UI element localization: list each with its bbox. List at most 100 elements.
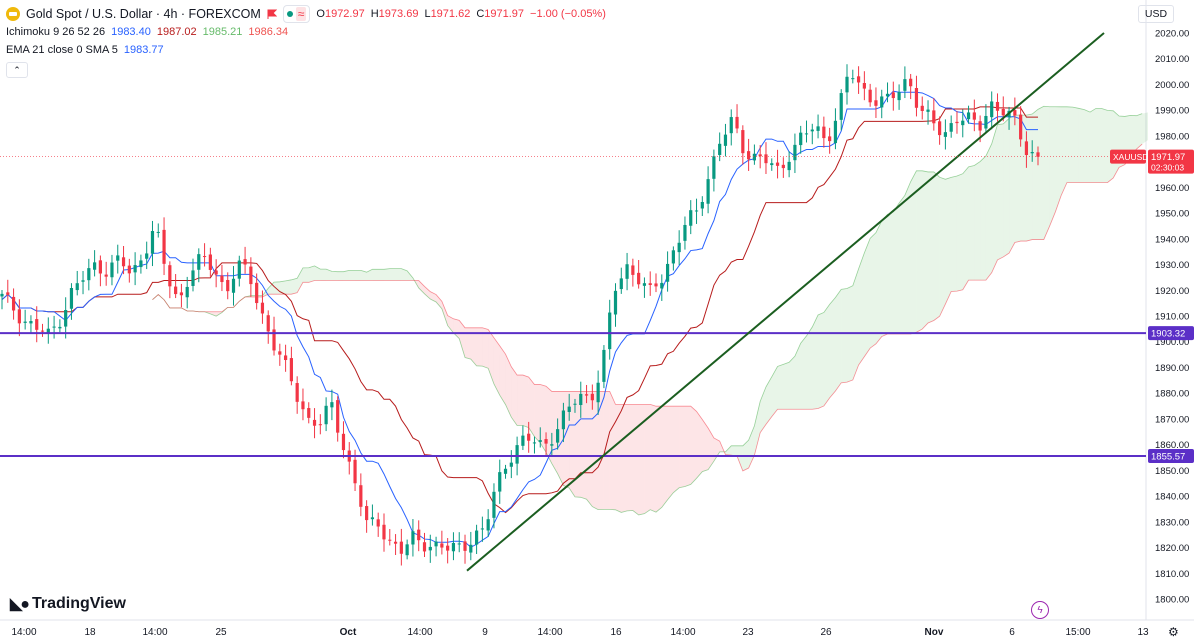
- candle-body[interactable]: [498, 472, 502, 492]
- candle-body[interactable]: [278, 351, 282, 355]
- candle-body[interactable]: [544, 439, 548, 444]
- candle-body[interactable]: [764, 154, 768, 164]
- candle-body[interactable]: [179, 292, 184, 296]
- candle-body[interactable]: [376, 519, 380, 527]
- ema-legend[interactable]: EMA 21 close 0 SMA 5 1983.77: [6, 44, 164, 56]
- flag-icon[interactable]: [267, 9, 277, 19]
- candle-body[interactable]: [671, 250, 675, 264]
- candle-body[interactable]: [272, 329, 276, 351]
- candle-body[interactable]: [567, 406, 571, 412]
- candle-body[interactable]: [885, 93, 890, 97]
- candle-body[interactable]: [590, 393, 594, 401]
- candle-body[interactable]: [98, 260, 102, 274]
- candle-body[interactable]: [168, 265, 172, 287]
- candle-body[interactable]: [723, 134, 728, 146]
- candle-body[interactable]: [422, 542, 427, 552]
- candle-body[interactable]: [208, 254, 212, 270]
- candle-body[interactable]: [550, 444, 554, 446]
- candle-body[interactable]: [139, 260, 143, 268]
- candle-body[interactable]: [52, 326, 56, 328]
- candle-body[interactable]: [121, 257, 126, 267]
- candle-body[interactable]: [174, 286, 178, 295]
- candle-body[interactable]: [955, 121, 959, 124]
- candle-body[interactable]: [428, 546, 432, 551]
- candle-body[interactable]: [868, 89, 872, 103]
- candle-body[interactable]: [984, 115, 988, 129]
- candle-body[interactable]: [966, 112, 971, 120]
- candle-body[interactable]: [451, 542, 456, 552]
- candle-body[interactable]: [150, 231, 155, 254]
- candle-body[interactable]: [527, 433, 531, 441]
- candle-body[interactable]: [660, 282, 664, 289]
- candle-body[interactable]: [747, 151, 751, 160]
- candle-body[interactable]: [104, 274, 108, 277]
- candle-body[interactable]: [503, 468, 508, 474]
- candle-body[interactable]: [0, 293, 4, 297]
- candle-body[interactable]: [324, 405, 328, 425]
- candle-body[interactable]: [64, 310, 68, 327]
- candle-body[interactable]: [799, 132, 803, 146]
- candle-body[interactable]: [492, 491, 496, 518]
- candle-body[interactable]: [133, 265, 137, 273]
- candle-body[interactable]: [839, 93, 843, 120]
- candle-body[interactable]: [440, 543, 444, 548]
- candle-body[interactable]: [469, 544, 473, 553]
- candle-body[interactable]: [411, 531, 415, 545]
- candle-body[interactable]: [637, 272, 641, 285]
- candle-body[interactable]: [312, 419, 317, 426]
- candle-body[interactable]: [231, 278, 236, 293]
- ichimoku-legend[interactable]: Ichimoku 9 26 52 26 1983.40 1987.02 1985…: [6, 26, 288, 38]
- candle-body[interactable]: [393, 541, 398, 544]
- currency-selector[interactable]: USD: [1138, 5, 1174, 23]
- candle-body[interactable]: [226, 279, 230, 292]
- candle-body[interactable]: [752, 153, 757, 161]
- candle-body[interactable]: [405, 544, 409, 556]
- candle-body[interactable]: [556, 429, 560, 443]
- candle-body[interactable]: [828, 136, 832, 142]
- candle-body[interactable]: [382, 524, 386, 540]
- candle-body[interactable]: [810, 129, 814, 132]
- candle-body[interactable]: [972, 112, 976, 120]
- candle-body[interactable]: [775, 162, 780, 166]
- candle-body[interactable]: [619, 278, 623, 290]
- candle-body[interactable]: [903, 79, 907, 91]
- candle-body[interactable]: [29, 321, 33, 324]
- candle-body[interactable]: [914, 88, 919, 108]
- candle-body[interactable]: [689, 210, 693, 226]
- candle-body[interactable]: [110, 262, 114, 278]
- candle-body[interactable]: [625, 264, 629, 279]
- candle-body[interactable]: [457, 543, 461, 545]
- candle-body[interactable]: [359, 485, 363, 507]
- price-axis-pane[interactable]: [1146, 0, 1194, 643]
- candle-body[interactable]: [683, 224, 687, 241]
- candle-body[interactable]: [862, 83, 866, 89]
- candle-body[interactable]: [509, 462, 513, 467]
- candle-body[interactable]: [561, 410, 566, 430]
- candle-body[interactable]: [214, 270, 218, 275]
- candle-body[interactable]: [909, 78, 913, 87]
- candle-body[interactable]: [116, 255, 120, 261]
- candle-body[interactable]: [474, 530, 479, 545]
- candle-body[interactable]: [388, 539, 392, 541]
- candle-body[interactable]: [642, 283, 647, 286]
- candle-body[interactable]: [770, 163, 774, 166]
- candle-body[interactable]: [1019, 114, 1023, 140]
- candle-body[interactable]: [706, 179, 710, 204]
- candle-body[interactable]: [249, 266, 253, 285]
- candle-body[interactable]: [289, 358, 293, 382]
- candle-body[interactable]: [35, 319, 39, 330]
- candle-body[interactable]: [23, 321, 27, 323]
- candle-body[interactable]: [694, 210, 699, 212]
- candle-body[interactable]: [191, 270, 195, 286]
- candle-body[interactable]: [318, 424, 322, 426]
- candle-body[interactable]: [446, 545, 450, 551]
- candle-body[interactable]: [793, 144, 797, 161]
- candle-body[interactable]: [243, 259, 247, 265]
- candle-body[interactable]: [700, 202, 704, 209]
- candle-body[interactable]: [185, 286, 189, 298]
- candle-body[interactable]: [434, 541, 438, 547]
- candle-body[interactable]: [486, 519, 490, 531]
- candle-body[interactable]: [220, 275, 224, 283]
- candle-body[interactable]: [897, 92, 901, 101]
- candle-body[interactable]: [370, 517, 375, 520]
